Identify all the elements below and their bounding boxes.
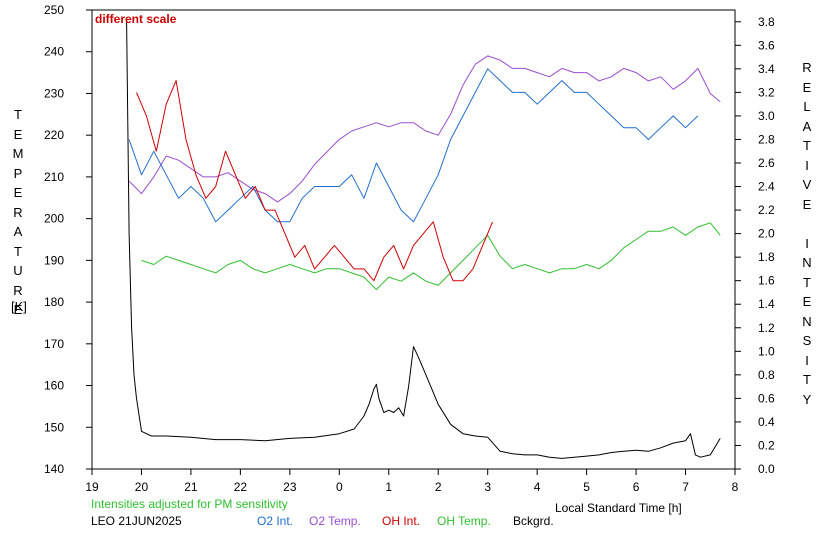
axis-title-letter: I	[805, 235, 809, 251]
x-tick-label: 1	[385, 480, 392, 494]
series-background	[126, 21, 721, 459]
y-right-tick-label: 3.6	[758, 38, 775, 52]
axis-title-letter: R	[13, 204, 23, 220]
x-tick-label: 2	[435, 480, 442, 494]
footnote: Intensities adjusted for PM sensitivity	[91, 497, 288, 511]
y-right-tick-label: 2.2	[758, 203, 775, 217]
y-right-tick-label: 0.2	[758, 438, 775, 452]
y-right-tick-label: 2.6	[758, 156, 775, 170]
axis-title-letter: S	[802, 333, 812, 348]
axis-title-letter: U	[13, 263, 23, 278]
axis-title-letter: T	[803, 274, 811, 290]
axis-title-letter: E	[13, 185, 23, 200]
y-left-tick-label: 150	[44, 420, 64, 434]
scale-note: different scale	[95, 12, 177, 26]
y-right-tick-label: 0.4	[758, 415, 775, 429]
x-tick-label: 8	[732, 480, 739, 494]
y-right-tick-label: 1.4	[758, 297, 775, 311]
x-tick-label: 19	[85, 480, 99, 494]
axis-title-letter: R	[13, 282, 23, 298]
x-tick-label: 20	[135, 480, 149, 494]
axes-layer	[86, 9, 741, 475]
legend-o2-temp: O2 Temp.	[309, 514, 361, 528]
axis-title-letter: V	[802, 177, 812, 192]
series-oh-int	[136, 80, 494, 282]
x-tick-label: 23	[283, 480, 297, 494]
y-left-tick-label: 160	[44, 379, 64, 393]
y-right-tick-label: 1.8	[758, 250, 775, 264]
tick-label-layer: 19 20 21 22 23 0 1 2 3 4 5 6 7 8140150160170180190200…	[44, 3, 775, 494]
x-tick-label: 7	[682, 480, 689, 494]
y-right-tick-label: 3.0	[758, 109, 775, 123]
axis-title-letter: N	[802, 313, 812, 329]
legend-bckgrd: Bckgrd.	[513, 514, 554, 528]
x-tick-label: 21	[184, 480, 198, 494]
axis-title-letter: I	[805, 352, 809, 368]
y-right-tick-label: 2.0	[758, 227, 775, 241]
axis-title-letter: T	[803, 138, 811, 153]
y-right-tick-label: 1.2	[758, 321, 775, 335]
legend-oh-int: OH Int.	[382, 514, 421, 528]
axis-title-letter: E	[802, 196, 812, 212]
x-tick-label: 5	[583, 480, 590, 494]
axis-title-letter: E	[13, 302, 23, 317]
axis-title-letter: E	[802, 294, 812, 309]
axis-title-letter: A	[802, 118, 812, 134]
y-right-tick-label: 2.4	[758, 180, 775, 194]
y-right-tick-label: 0.6	[758, 391, 775, 405]
axis-title-letter: T	[803, 372, 811, 387]
series-o2-temp	[128, 55, 721, 203]
y-right-tick-label: 1.6	[758, 274, 775, 288]
y-right-tick-label: 0.8	[758, 368, 775, 382]
y-left-tick-label: 190	[44, 253, 64, 267]
x-axis-label: Local Standard Time [h]	[555, 501, 682, 515]
axis-title-letter: T	[14, 107, 22, 122]
y-left-tick-label: 170	[44, 337, 64, 351]
series-o2-int	[128, 68, 699, 223]
series-layer	[126, 21, 721, 459]
axis-title-letter: E	[13, 126, 23, 142]
y-left-tick-label: 240	[44, 45, 64, 59]
y-right-tick-label: 3.8	[758, 15, 775, 29]
y-left-tick-label: 230	[44, 86, 64, 100]
y-left-tick-label: 180	[44, 295, 64, 309]
legend-o2-int: O2 Int.	[257, 514, 294, 528]
y-right-tick-label: 2.8	[758, 132, 775, 146]
y-left-tick-label: 250	[44, 3, 64, 17]
x-tick-label: 6	[633, 480, 640, 494]
axis-title-letter: A	[13, 224, 23, 239]
y-right-tick-label: 0.0	[758, 462, 775, 476]
axis-title-letter: I	[805, 157, 809, 173]
y-right-tick-label: 1.0	[758, 344, 775, 358]
y-right-tick-label: 3.4	[758, 62, 775, 76]
axis-title-letter: N	[802, 255, 812, 270]
y-axis-left-unit: [K]	[11, 299, 27, 314]
y-left-tick-label: 140	[44, 462, 64, 476]
axis-title-letter: L	[803, 99, 811, 114]
axis-title-letter: P	[13, 165, 23, 181]
x-tick-label: 22	[234, 480, 248, 494]
x-tick-label: 4	[534, 480, 541, 494]
axis-title-letter	[800, 214, 814, 234]
legend-oh-temp: OH Temp.	[437, 514, 491, 528]
y-left-tick-label: 210	[44, 170, 64, 184]
y-right-tick-label: 3.2	[758, 85, 775, 99]
x-tick-label: 3	[484, 480, 491, 494]
station-date: LEO 21JUN2025	[91, 514, 182, 528]
plot-frame	[91, 9, 736, 470]
series-oh-temp	[141, 222, 721, 291]
axis-title-letter: M	[12, 146, 24, 161]
axis-title-letter: Y	[802, 391, 812, 407]
y-left-tick-label: 200	[44, 212, 64, 226]
axis-title-letter: R	[802, 60, 812, 75]
x-tick-label: 0	[336, 480, 343, 494]
y-left-tick-label: 220	[44, 128, 64, 142]
axis-title-letter: T	[14, 243, 22, 259]
axis-title-letter: E	[802, 79, 812, 95]
